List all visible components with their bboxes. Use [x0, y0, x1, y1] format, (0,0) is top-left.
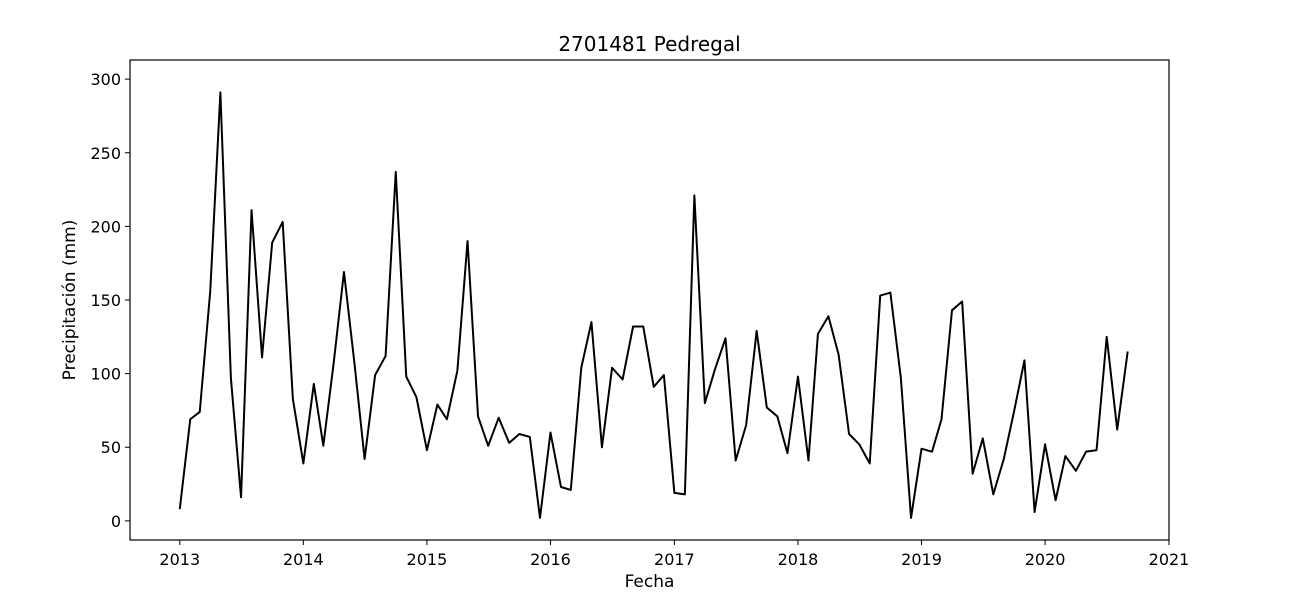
y-axis-title: Precipitación (mm): [60, 220, 80, 381]
y-tick-label: 250: [90, 144, 121, 163]
y-axis: 0 50 100 150 200 250 300: [90, 70, 130, 531]
x-tick-label: 2015: [407, 550, 448, 569]
series-line-0: [178, 91, 1129, 519]
x-tick-label: 2016: [530, 550, 571, 569]
x-tick-label: 2020: [1025, 550, 1066, 569]
y-tick-label: 0: [111, 512, 121, 531]
x-tick-label: 2014: [283, 550, 324, 569]
y-tick-label: 300: [90, 70, 121, 89]
x-axis: 2013 2014 2015 2016 2017 2018 2019 2020 2021: [159, 540, 1189, 569]
x-tick-label: 2017: [654, 550, 695, 569]
plot-marks: [178, 91, 1129, 519]
x-axis-title: Fecha: [625, 572, 675, 592]
x-tick-label: 2021: [1149, 550, 1190, 569]
plot-frame: [129, 59, 1170, 541]
x-tick-label: 2013: [159, 550, 200, 569]
x-tick-label: 2019: [901, 550, 942, 569]
x-tick-label: 2018: [778, 550, 819, 569]
y-tick-label: 150: [90, 291, 121, 310]
y-tick-label: 200: [90, 217, 121, 236]
chart-title: 2701481 Pedregal: [558, 32, 740, 56]
y-tick-label: 50: [101, 438, 121, 457]
y-tick-label: 100: [90, 365, 121, 384]
